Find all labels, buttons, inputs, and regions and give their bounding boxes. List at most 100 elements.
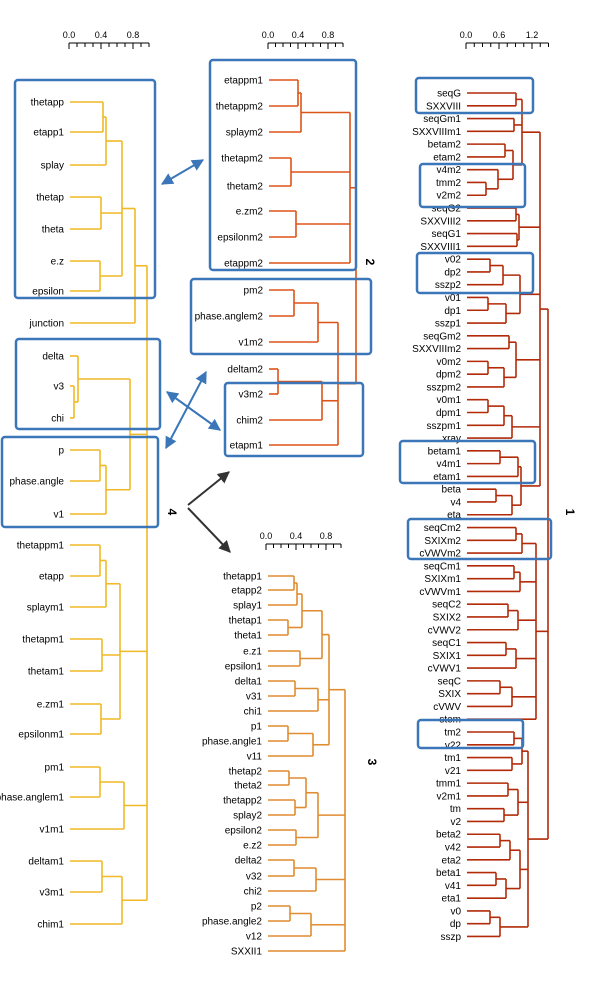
panel-1-leaf-label: sszp [440, 932, 461, 943]
panel-1-leaf-label: dp [450, 919, 462, 930]
panel-4-leaf-label: splaym1 [27, 603, 65, 614]
panel-1-leaf-label: dpm2 [436, 370, 461, 381]
panel-2-leaf-label: phase.anglem2 [195, 312, 264, 323]
panel-1-leaf-label: cVWV [433, 702, 461, 713]
panel-3-leaf-label: chi1 [244, 707, 263, 718]
panel-1-leaf-label: v4 [450, 497, 461, 508]
panel-1-leaf-label: SXXVIII [426, 101, 461, 112]
panel-4-leaf-label: thetap [36, 193, 64, 204]
panel-1-axis-tick-label: 1.2 [526, 30, 539, 40]
panel-1-leaf-label: sszp2 [435, 280, 462, 291]
panel-1-leaf-label: v41 [445, 881, 462, 892]
panel-2-leaf-label: thetam2 [227, 182, 264, 193]
panel-4-leaf-label: v3 [53, 382, 64, 393]
panel-4-leaf-label: etapp1 [33, 128, 64, 139]
panel-4-axis-tick-label: 0.0 [63, 30, 76, 40]
panel-3-leaf-label: phase.angle2 [202, 917, 262, 928]
panel-4-leaf-label: theta [42, 225, 65, 236]
panel-4-leaf-label: e.zm1 [37, 700, 65, 711]
panel-3-axis-tick-label: 0.8 [320, 531, 333, 541]
panel-1-leaf-label: SXIXm2 [424, 536, 461, 547]
box-p4-delta-chi [14, 337, 162, 431]
panel-4-leaf-label: epsilonm1 [18, 730, 64, 741]
panel-1-leaf-label: seqC1 [432, 638, 461, 649]
dendrogram-branches [70, 79, 549, 952]
panel-2-axis-tick-label: 0.8 [322, 30, 335, 40]
panel-1-leaf-label: cVWV1 [428, 664, 462, 675]
panel-1-leaf-label: v01 [445, 293, 462, 304]
panel-3-leaf-label: theta2 [234, 781, 262, 792]
panel-3-leaf-label: thetapp2 [223, 796, 262, 807]
panel-4-title: 4 [165, 509, 179, 516]
panel-1-leaf-label: betam1 [428, 446, 462, 457]
panel-3-leaf-label: thetap2 [229, 767, 263, 778]
panel-1-leaf-label: beta1 [436, 868, 461, 879]
panel-1-leaf-label: v2m1 [437, 791, 462, 802]
panel-1-leaf-label: v2m2 [437, 191, 462, 202]
panel-4-leaf-label: thetam1 [28, 667, 65, 678]
panel-1-leaf-label: cVWVm1 [419, 587, 461, 598]
panel-1-leaf-label: v22 [445, 740, 462, 751]
panel-1-leaf-label: seqG [437, 89, 461, 100]
panel-4-leaf-label: thetapm1 [22, 635, 64, 646]
panel-1-leaf-label: tmm2 [436, 178, 461, 189]
panel-1-leaf-label: sszp1 [435, 319, 462, 330]
panel-1-leaf-label: tm1 [444, 753, 461, 764]
panel-3-leaf-label: thetapp1 [223, 572, 262, 583]
panel-3-leaf-label: v32 [246, 872, 263, 883]
panel-3-leaf-label: e.z1 [243, 647, 262, 658]
connector-arrows [160, 159, 231, 553]
panel-3-leaf-label: p1 [251, 722, 263, 733]
arrow-to-panel-2 [187, 471, 230, 506]
panel-1-leaf-label: seqCm2 [424, 523, 462, 534]
panel-2-leaf-label: thetapm2 [221, 154, 263, 165]
panel-3-leaf-label: v11 [247, 752, 263, 763]
panel-1-leaf-label: v0 [450, 906, 461, 917]
panel-3-leaf-label: phase.angle1 [202, 737, 262, 748]
box-p1-v4m2-v2m2 [418, 162, 527, 209]
panel-1-leaf-label: sszpm2 [427, 382, 462, 393]
panel-3-leaf-label: delta2 [235, 856, 263, 867]
panel-4-leaf-label: junction [29, 319, 64, 330]
panel-1-leaf-label: v4m2 [437, 165, 462, 176]
panel-1-leaf-label: dpm1 [436, 408, 461, 419]
panel-3-leaf-label: p2 [251, 902, 263, 913]
box-p1-seqG-SXXVIII [414, 76, 535, 115]
panel-4-axis-tick-label: 0.4 [95, 30, 108, 40]
leaf-labels: thetappetapp1splaythetapthetae.zepsilonj… [0, 76, 461, 958]
panel-2-title: 2 [363, 259, 377, 266]
panel-3-axis-tick-label: 0.0 [260, 531, 273, 541]
panel-2-leaf-label: v3m2 [239, 390, 264, 401]
panel-3-leaf-label: epsilon1 [225, 662, 263, 673]
panel-4-leaf-label: splay [41, 161, 64, 172]
panel-1-leaf-label: dp1 [444, 306, 461, 317]
panel-3-leaf-label: chi2 [244, 887, 263, 898]
panel-3-leaf-label: splay2 [233, 811, 262, 822]
box-p1-tm2-v22 [416, 718, 525, 750]
panel-1-leaf-label: seqCm1 [424, 561, 462, 572]
panel-1-leaf-label: eta [447, 510, 461, 521]
panel-1-leaf-label: v4m1 [437, 459, 462, 470]
panel-1-leaf-label: eta2 [442, 855, 462, 866]
panel-1-leaf-label: SXXVIII2 [420, 216, 461, 227]
panel-1-leaf-label: SXXVIIIm2 [412, 344, 461, 355]
panel-1-leaf-label: seqG2 [432, 204, 462, 215]
panel-3-leaf-label: e.z2 [243, 841, 262, 852]
panel-1-axis-tick-label: 0.6 [493, 30, 506, 40]
panel-4-leaf-label: chi [51, 414, 64, 425]
panel-4-leaf-label: pm1 [45, 763, 65, 774]
panel-2-leaf-label: splaym2 [226, 128, 264, 139]
panel-3-leaf-label: SXXII1 [231, 947, 263, 958]
panel-1-leaf-label: v0m1 [437, 395, 462, 406]
panel-1-leaf-label: cVWV2 [428, 625, 462, 636]
panel-1-leaf-label: beta2 [436, 830, 461, 841]
panel-4-leaf-label: v1m1 [40, 825, 65, 836]
panel-3-leaf-label: thetap1 [229, 616, 263, 627]
box-p4-p-v1 [0, 435, 160, 529]
panel-2-leaf-label: pm2 [244, 286, 264, 297]
panel-1-leaf-label: SXXVIII1 [420, 242, 461, 253]
box-p1-seqCm2-cVWVm2 [406, 517, 553, 561]
panel-1-leaf-label: v21 [445, 766, 462, 777]
panel-1-leaf-label: etam1 [433, 472, 461, 483]
